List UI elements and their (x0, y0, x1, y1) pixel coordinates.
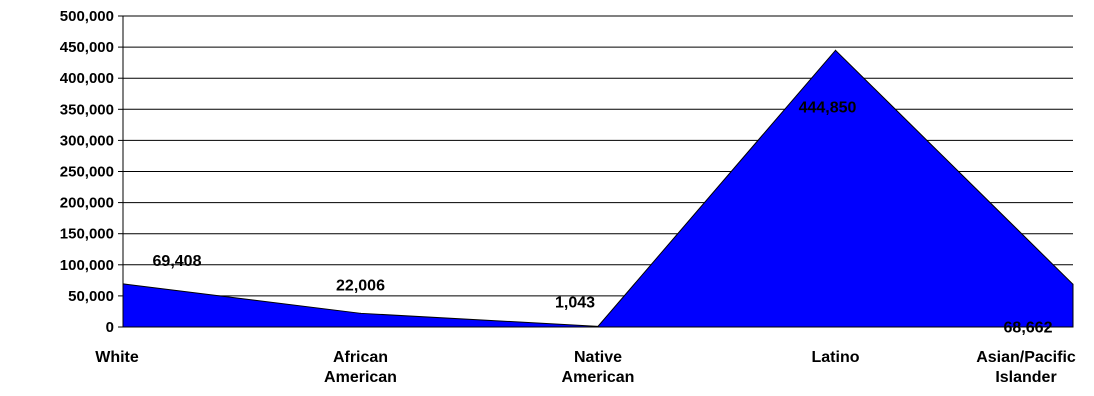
x-tick-label: Latino (812, 349, 860, 366)
x-tick-label: White (95, 349, 139, 366)
gridlines (123, 15, 1073, 297)
y-tick-label: 300,000 (60, 132, 114, 149)
x-tick-label: Native American (562, 349, 635, 386)
y-tick-label: 350,000 (60, 101, 114, 118)
y-axis-tick-labels: 0 50,000 100,000 150,000 200,000 250,000 300,0… (60, 8, 114, 336)
area-fill (122, 49, 1074, 328)
y-tick-label: 150,000 (60, 226, 114, 243)
y-tick-label: 0 (106, 319, 114, 336)
x-tick-label: African American (324, 349, 397, 386)
data-label: 69,408 (153, 253, 202, 270)
y-tick-label: 450,000 (60, 39, 114, 56)
data-label: 22,006 (336, 277, 385, 294)
axes (118, 15, 1073, 328)
data-point (1072, 283, 1074, 285)
data-labels: 69,408 22,006 1,043 444,850 68,662 (153, 99, 1053, 336)
y-tick-label: 250,000 (60, 164, 114, 181)
y-tick-label: 400,000 (60, 70, 114, 87)
data-label: 444,850 (799, 99, 857, 116)
data-point (360, 312, 361, 314)
y-tick-label: 500,000 (60, 8, 114, 25)
y-tick-label: 50,000 (68, 288, 114, 305)
data-label: 1,043 (555, 294, 595, 311)
x-axis-tick-labels: White African American Native American Latino… (95, 349, 1076, 386)
data-label: 68,662 (1004, 319, 1053, 336)
area-series (122, 49, 1074, 328)
data-point (835, 49, 836, 51)
y-tick-label: 200,000 (60, 195, 114, 212)
x-tick-label: Asian/Pacific Islander (976, 349, 1076, 386)
y-tick-label: 100,000 (60, 257, 114, 274)
